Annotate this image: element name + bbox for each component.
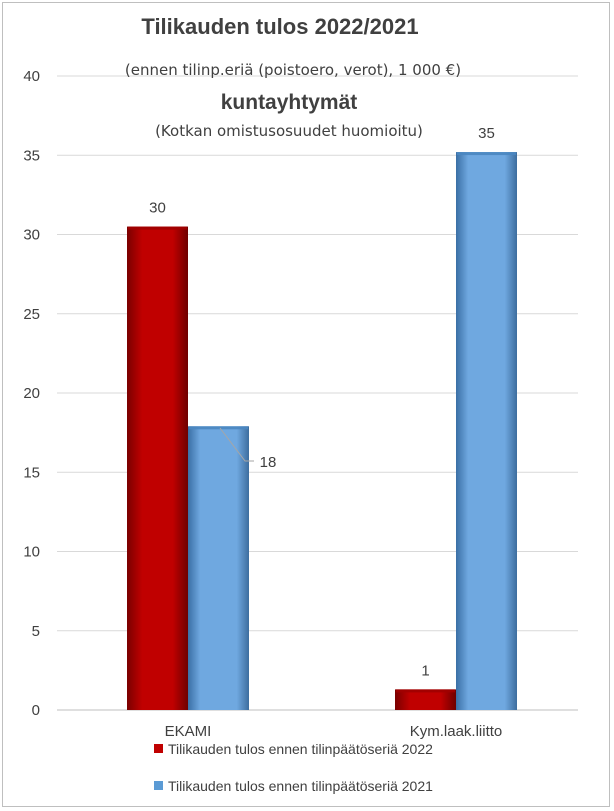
legend: Tilikauden tulos ennen tilinpäätöseriä 2…: [154, 741, 433, 794]
y-tick-label: 20: [23, 385, 40, 402]
y-tick-label: 30: [23, 227, 40, 244]
x-category-label: EKAMI: [165, 723, 212, 740]
data-label: 18: [260, 454, 277, 471]
group-title: kuntayhtymät: [221, 91, 358, 114]
bar-kym-laak-liitto-2022: [395, 689, 456, 710]
bars: [127, 152, 517, 710]
y-tick-label: 10: [23, 544, 40, 561]
legend-swatch-2022: [154, 744, 163, 753]
y-tick-label: 35: [23, 147, 40, 164]
legend-swatch-2021: [154, 781, 163, 790]
bar-top-bevel: [457, 152, 516, 155]
chart-title: Tilikauden tulos 2022/2021: [141, 14, 418, 39]
data-label: 35: [478, 125, 495, 142]
bar-kym-laak-liitto-2021: [456, 152, 517, 710]
bar-top-bevel: [128, 227, 187, 230]
chart-subtitle: (ennen tilinp.eriä (poistoero, verot), 1…: [125, 61, 461, 79]
x-axis-categories: EKAMI Kym.laak.liitto: [165, 723, 503, 740]
data-label: 1: [421, 662, 429, 679]
y-tick-label: 5: [32, 623, 40, 640]
data-label: 30: [149, 200, 166, 217]
bar-top-bevel: [396, 689, 455, 692]
legend-label-2022: Tilikauden tulos ennen tilinpäätöseriä 2…: [168, 741, 433, 757]
y-tick-label: 15: [23, 464, 40, 481]
bar-ekami-2022: [127, 227, 188, 710]
y-tick-label: 40: [23, 68, 40, 85]
y-tick-label: 0: [32, 702, 40, 719]
bar-top-bevel: [189, 426, 248, 429]
legend-label-2021: Tilikauden tulos ennen tilinpäätöseriä 2…: [168, 778, 433, 794]
chart-note: (Kotkan omistusosuudet huomioitu): [155, 122, 423, 140]
bar-ekami-2021: [188, 426, 249, 710]
y-tick-label: 25: [23, 306, 40, 323]
y-axis-ticks: 0 5 10 15 20 25 30 35 40: [23, 68, 40, 719]
x-category-label: Kym.laak.liitto: [410, 723, 503, 740]
